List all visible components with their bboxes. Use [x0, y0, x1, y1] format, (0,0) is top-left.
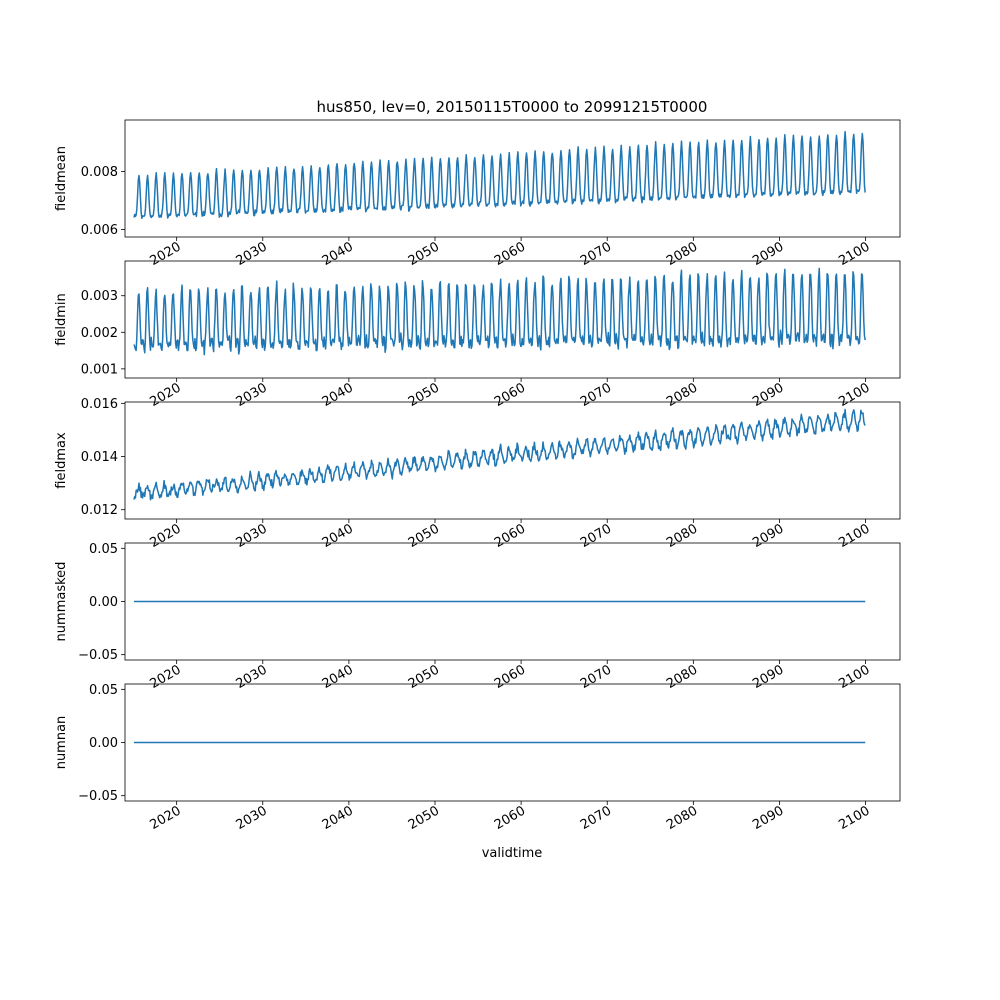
fieldmax-xtick-label: 2020 — [148, 521, 184, 551]
fieldmin-y-axis-label: fieldmin — [54, 293, 69, 346]
fieldmean-xtick-label: 2100 — [836, 239, 872, 269]
fieldmin-xtick-label: 2030 — [234, 380, 270, 410]
fieldmin-ytick-label: 0.001 — [81, 362, 118, 377]
panel-nummasked: 0.05 0.00 −0.05 nummasked 2020 2030 2040 2050 20… — [54, 542, 901, 692]
fieldmax-axes-frame — [124, 401, 901, 520]
fieldmean-series-line — [133, 130, 866, 220]
panel-numnan: 0.05 0.00 −0.05 numnan 2020 2030 2040 2050 2060 2… — [54, 683, 901, 833]
numnan-ytick-label: −0.05 — [78, 789, 118, 804]
fieldmin-axes-frame — [124, 260, 901, 379]
nummasked-xtick-label: 2040 — [320, 662, 356, 692]
fieldmax-ytick-label: 0.016 — [81, 397, 118, 412]
fieldmean-xtick-label: 2020 — [148, 239, 184, 269]
fieldmin-xtick-label: 2100 — [836, 380, 872, 410]
fieldmax-ytick-label: 0.014 — [81, 450, 118, 465]
nummasked-xtick-label: 2050 — [406, 662, 442, 692]
fieldmax-xtick-label: 2090 — [750, 521, 786, 551]
fieldmean-xtick-label: 2050 — [406, 239, 442, 269]
fieldmax-series-line — [133, 408, 866, 501]
numnan-ytick-label: 0.00 — [89, 736, 118, 751]
fieldmin-xtick-label: 2090 — [750, 380, 786, 410]
panel-fieldmean: 0.006 0.008 fieldmean 2020 2030 2040 2050 2060 2… — [54, 119, 901, 269]
fieldmean-y-axis-label: fieldmean — [54, 146, 69, 211]
fieldmean-ytick-label: 0.006 — [81, 223, 118, 238]
fieldmin-xtick-label: 2040 — [320, 380, 356, 410]
nummasked-xtick-label: 2060 — [492, 662, 528, 692]
fieldmax-xtick-label: 2040 — [320, 521, 356, 551]
nummasked-xtick-label: 2090 — [750, 662, 786, 692]
fieldmin-ytick-label: 0.002 — [81, 326, 118, 341]
fieldmean-xtick-label: 2030 — [234, 239, 270, 269]
fieldmean-xtick-label: 2040 — [320, 239, 356, 269]
nummasked-ytick-label: −0.05 — [78, 648, 118, 663]
fieldmin-xtick-label: 2080 — [664, 380, 700, 410]
numnan-y-axis-label: numnan — [54, 716, 69, 770]
fieldmax-xtick-label: 2080 — [664, 521, 700, 551]
panel-fieldmin: 0.001 0.002 0.003 fieldmin 2020 2030 2040 2050 2… — [54, 260, 901, 410]
fieldmin-ytick-label: 0.003 — [81, 289, 118, 304]
fieldmax-xtick-label: 2060 — [492, 521, 528, 551]
numnan-xtick-label: 2100 — [836, 803, 872, 833]
panel-fieldmax: 0.012 0.014 0.016 fieldmax 2020 2030 2040 2050 2… — [54, 397, 901, 551]
nummasked-ytick-label: 0.00 — [89, 595, 118, 610]
numnan-xtick-label: 2090 — [750, 803, 786, 833]
nummasked-y-axis-label: nummasked — [54, 562, 69, 642]
nummasked-xtick-label: 2020 — [148, 662, 184, 692]
fieldmax-xtick-label: 2100 — [836, 521, 872, 551]
nummasked-xtick-label: 2030 — [234, 662, 270, 692]
numnan-xtick-label: 2020 — [148, 803, 184, 833]
nummasked-ytick-label: 0.05 — [89, 542, 118, 557]
fieldmax-xtick-label: 2050 — [406, 521, 442, 551]
fieldmax-y-axis-label: fieldmax — [54, 432, 69, 489]
numnan-xtick-label: 2040 — [320, 803, 356, 833]
fieldmin-xtick-label: 2060 — [492, 380, 528, 410]
fieldmax-xtick-label: 2070 — [578, 521, 614, 551]
fieldmin-xtick-label: 2050 — [406, 380, 442, 410]
panels: 0.006 0.008 fieldmean 2020 2030 2040 2050 2060 2… — [54, 119, 901, 833]
fieldmax-ytick-label: 0.012 — [81, 503, 118, 518]
fieldmin-xtick-label: 2020 — [148, 380, 184, 410]
x-axis-label: validtime — [482, 846, 543, 861]
numnan-xtick-label: 2070 — [578, 803, 614, 833]
fieldmean-ytick-label: 0.008 — [81, 165, 118, 180]
fieldmean-xtick-label: 2070 — [578, 239, 614, 269]
nummasked-xtick-label: 2080 — [664, 662, 700, 692]
chart-title: hus850, lev=0, 20150115T0000 to 20991215… — [317, 98, 708, 116]
nummasked-xtick-label: 2070 — [578, 662, 614, 692]
fieldmean-axes-frame — [124, 119, 901, 238]
numnan-xtick-label: 2030 — [234, 803, 270, 833]
numnan-xtick-label: 2080 — [664, 803, 700, 833]
fieldmin-xtick-label: 2070 — [578, 380, 614, 410]
fieldmax-xtick-label: 2030 — [234, 521, 270, 551]
fieldmean-xtick-label: 2080 — [664, 239, 700, 269]
numnan-xtick-label: 2050 — [406, 803, 442, 833]
numnan-xtick-label: 2060 — [492, 803, 528, 833]
nummasked-xtick-label: 2100 — [836, 662, 872, 692]
fieldmean-xtick-label: 2060 — [492, 239, 528, 269]
numnan-ytick-label: 0.05 — [89, 683, 118, 698]
fieldmean-xtick-label: 2090 — [750, 239, 786, 269]
fieldmin-series-line — [133, 267, 866, 356]
